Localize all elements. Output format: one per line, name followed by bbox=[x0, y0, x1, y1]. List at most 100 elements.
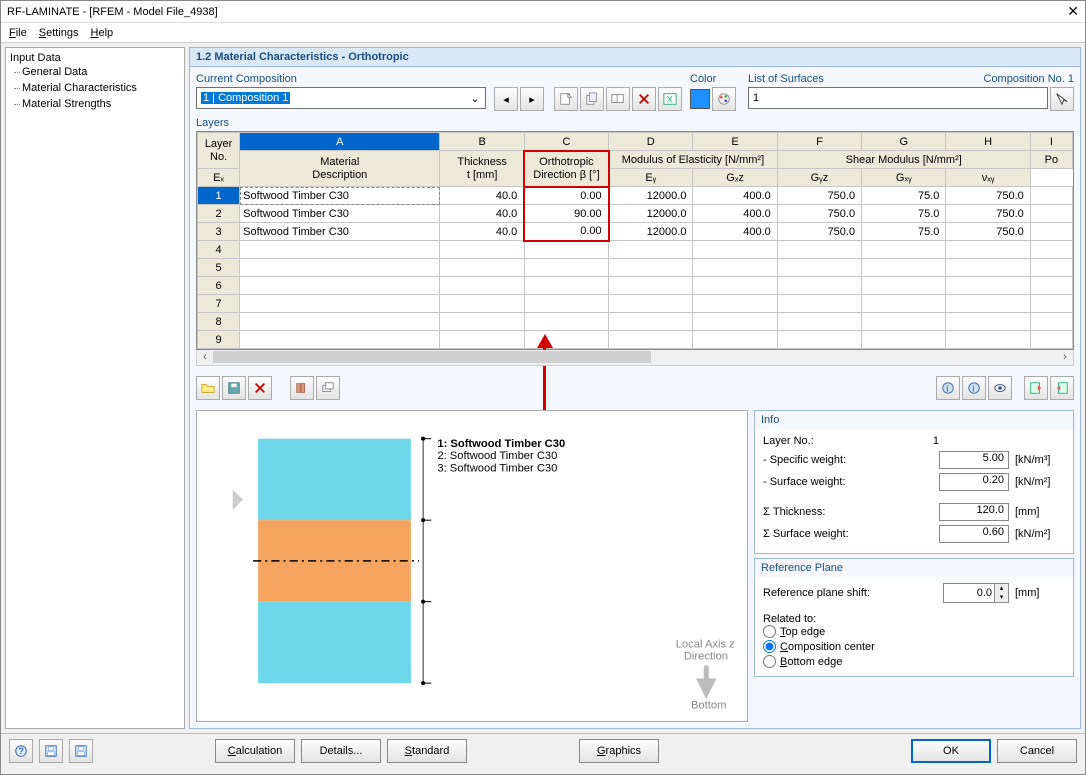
composition-combo[interactable]: 1 | Composition 1 ⌄ bbox=[196, 87, 486, 109]
graphics-button[interactable]: Graphics bbox=[579, 739, 659, 763]
info-title: Info bbox=[755, 411, 1073, 429]
chevron-down-icon[interactable]: ⌄ bbox=[467, 92, 483, 105]
layers-grid[interactable]: LayerNo. A B C D E F G H I Materia bbox=[196, 131, 1074, 350]
delete-icon[interactable] bbox=[632, 87, 656, 111]
pick-surface-icon[interactable] bbox=[1050, 87, 1074, 111]
table-row[interactable]: 6 bbox=[198, 277, 1073, 295]
surfaces-input[interactable] bbox=[748, 87, 1048, 109]
table-row[interactable]: 2 Softwood Timber C30 40.0 90.00 12000.0… bbox=[198, 205, 1073, 223]
table-row[interactable]: 5 bbox=[198, 259, 1073, 277]
refplane-shift-u: [mm] bbox=[1015, 587, 1065, 599]
col-ex[interactable]: Eₓ bbox=[198, 169, 240, 187]
play-icon bbox=[233, 490, 243, 510]
axis-label-1: Local Axis z bbox=[676, 638, 735, 650]
col-letter-g[interactable]: G bbox=[862, 133, 946, 151]
col-orthotropic[interactable]: OrthotropicDirection β [°] bbox=[524, 151, 608, 187]
table-row[interactable]: 4 bbox=[198, 241, 1073, 259]
nav-item-general[interactable]: General Data bbox=[10, 64, 180, 80]
save2-icon[interactable] bbox=[39, 739, 63, 763]
copy-icon[interactable] bbox=[580, 87, 604, 111]
col-thickness[interactable]: Thicknesst [mm] bbox=[440, 151, 524, 187]
col-gxy[interactable]: Gₓᵧ bbox=[862, 169, 946, 187]
col-vxy[interactable]: νₓᵧ bbox=[946, 169, 1030, 187]
palette-icon[interactable] bbox=[712, 87, 736, 111]
excel-icon[interactable]: X bbox=[658, 87, 682, 111]
legend-3: 3: Softwood Timber C30 bbox=[437, 462, 557, 474]
scroll-left-icon[interactable]: ‹ bbox=[197, 350, 213, 364]
table-row[interactable]: 3 Softwood Timber C30 40.0 0.00 12000.04… bbox=[198, 223, 1073, 241]
menu-help[interactable]: Help bbox=[91, 27, 114, 39]
load-icon[interactable] bbox=[69, 739, 93, 763]
library-icon[interactable] bbox=[290, 376, 314, 400]
col-material[interactable]: MaterialDescription bbox=[240, 151, 440, 187]
info2-icon[interactable]: i bbox=[962, 376, 986, 400]
table-row[interactable]: 8 bbox=[198, 313, 1073, 331]
close-icon[interactable]: ✕ bbox=[1067, 3, 1079, 20]
next-button[interactable]: ▸ bbox=[520, 87, 544, 111]
layers-label: Layers bbox=[196, 117, 1074, 129]
calculation-button[interactable]: Calculation bbox=[215, 739, 295, 763]
delete2-icon[interactable] bbox=[248, 376, 272, 400]
color-swatch[interactable] bbox=[690, 89, 710, 109]
nav-root[interactable]: Input Data bbox=[10, 52, 180, 64]
radio-composition-center[interactable] bbox=[763, 640, 776, 653]
info-sumw: 0.60 bbox=[939, 525, 1009, 543]
table-row[interactable]: 9 bbox=[198, 331, 1073, 349]
window-title: RF-LAMINATE - [RFEM - Model File_4938] bbox=[7, 6, 218, 18]
info-icon[interactable]: i bbox=[936, 376, 960, 400]
col-letter-b[interactable]: B bbox=[440, 133, 524, 151]
col-gxz[interactable]: Gₓz bbox=[693, 169, 777, 187]
nav-item-material-strengths[interactable]: Material Strengths bbox=[10, 96, 180, 112]
info-spec-w: 5.00 bbox=[939, 451, 1009, 469]
col-letter-e[interactable]: E bbox=[693, 133, 777, 151]
standard-button[interactable]: Standard bbox=[387, 739, 467, 763]
save-icon[interactable] bbox=[222, 376, 246, 400]
spin-up-icon[interactable]: ▴ bbox=[995, 584, 1008, 593]
col-letter-c[interactable]: C bbox=[524, 133, 608, 151]
details-button[interactable]: Details... bbox=[301, 739, 381, 763]
scroll-right-icon[interactable]: › bbox=[1057, 350, 1073, 364]
open-icon[interactable] bbox=[196, 376, 220, 400]
nav-item-material-characteristics[interactable]: Material Characteristics bbox=[10, 80, 180, 96]
col-modulus[interactable]: Modulus of Elasticity [N/mm²] bbox=[609, 151, 778, 169]
cancel-button[interactable]: Cancel bbox=[997, 739, 1077, 763]
import-icon[interactable] bbox=[1024, 376, 1048, 400]
info-surf-w-u: [kN/m²] bbox=[1015, 476, 1065, 488]
export-icon[interactable] bbox=[1050, 376, 1074, 400]
copy2-icon[interactable] bbox=[606, 87, 630, 111]
surfaces-label: List of Surfaces bbox=[748, 73, 824, 85]
spin-down-icon[interactable]: ▾ bbox=[995, 593, 1008, 602]
col-gyz[interactable]: Gᵧz bbox=[777, 169, 861, 187]
col-letter-i[interactable]: I bbox=[1030, 133, 1072, 151]
radio-bottom-edge[interactable] bbox=[763, 655, 776, 668]
col-letter-h[interactable]: H bbox=[946, 133, 1030, 151]
layers-icon[interactable] bbox=[316, 376, 340, 400]
info-sumw-lbl: Σ Surface weight: bbox=[763, 528, 933, 540]
view-icon[interactable] bbox=[988, 376, 1012, 400]
info-sumw-u: [kN/m²] bbox=[1015, 528, 1065, 540]
prev-button[interactable]: ◂ bbox=[494, 87, 518, 111]
composition-number: Composition No. 1 bbox=[984, 73, 1075, 85]
composition-value: 1 | Composition 1 bbox=[201, 92, 290, 104]
col-po[interactable]: Po bbox=[1030, 151, 1072, 169]
info-thick-u: [mm] bbox=[1015, 506, 1065, 518]
svg-text:i: i bbox=[972, 384, 974, 395]
col-layer-no[interactable]: LayerNo. bbox=[198, 133, 240, 169]
col-letter-a[interactable]: A bbox=[240, 133, 440, 151]
radio-top-edge[interactable] bbox=[763, 625, 776, 638]
menu-settings[interactable]: Settings bbox=[39, 27, 79, 39]
help-icon[interactable]: ? bbox=[9, 739, 33, 763]
menu-file[interactable]: File bbox=[9, 27, 27, 39]
col-ey[interactable]: Eᵧ bbox=[609, 169, 693, 187]
new-icon[interactable] bbox=[554, 87, 578, 111]
col-letter-f[interactable]: F bbox=[777, 133, 861, 151]
refplane-shift-input[interactable]: ▴▾ bbox=[943, 583, 1009, 603]
ok-button[interactable]: OK bbox=[911, 739, 991, 763]
info-surf-w-lbl: - Surface weight: bbox=[763, 476, 933, 488]
col-letter-d[interactable]: D bbox=[609, 133, 693, 151]
horizontal-scrollbar[interactable]: ‹ › bbox=[196, 350, 1074, 366]
table-row[interactable]: 1 Softwood Timber C30 40.0 0.00 12000.04… bbox=[198, 187, 1073, 205]
scroll-thumb[interactable] bbox=[213, 351, 651, 363]
col-shear[interactable]: Shear Modulus [N/mm²] bbox=[777, 151, 1030, 169]
table-row[interactable]: 7 bbox=[198, 295, 1073, 313]
